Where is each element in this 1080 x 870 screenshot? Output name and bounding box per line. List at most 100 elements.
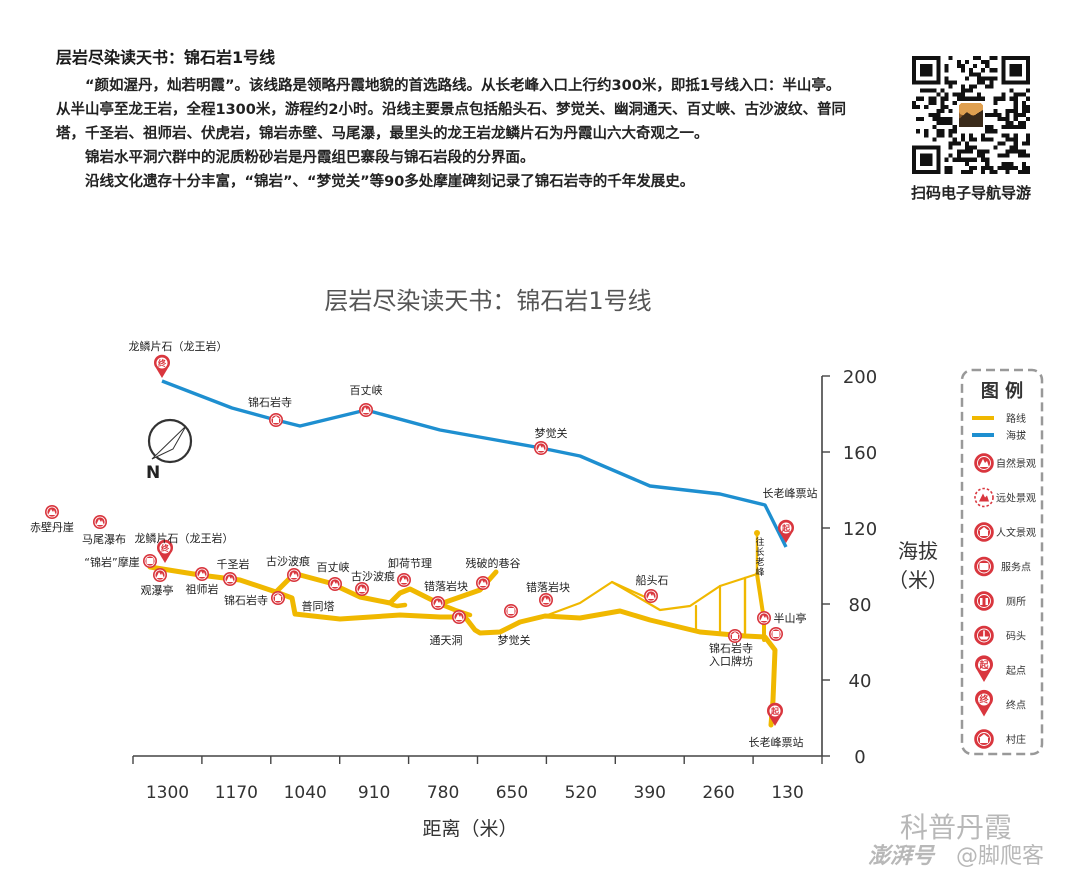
y-axis-ticks: 0 40 80 120 160 200 xyxy=(822,367,877,768)
y-tick-label: 160 xyxy=(843,443,877,464)
elevation-label-baizhang: 百丈峡 xyxy=(350,383,383,397)
y-tick-label: 80 xyxy=(849,595,872,616)
legend-label: 人文景观 xyxy=(996,526,1036,539)
qr-code-graphic xyxy=(912,56,1030,174)
natural-marker-icon xyxy=(223,572,237,586)
intro-paragraph: 锦岩水平洞穴群中的泥质粉砂岩是丹霞组巴寨段与锦石岩段的分界面。 xyxy=(85,150,535,166)
svg-text:终: 终 xyxy=(160,543,170,553)
legend-item: 服务点 xyxy=(974,556,1031,577)
elevation-label-temple: 锦石岩寺 xyxy=(248,395,292,409)
route-label-banshan: 半山亭 xyxy=(774,611,807,625)
start-pin-icon: 起 xyxy=(777,519,794,543)
service-marker-icon xyxy=(769,627,783,641)
elevation-label-changlao: 长老峰票站 xyxy=(763,486,818,500)
x-tick-label: 390 xyxy=(634,783,666,803)
x-tick-label: 780 xyxy=(427,783,459,803)
intro-title: 层岩尽染读天书：锦石岩1号线 xyxy=(56,48,276,67)
natural-marker-icon xyxy=(757,611,771,625)
temple-marker-icon xyxy=(269,413,283,427)
legend-label: 厕所 xyxy=(1006,596,1026,608)
route-branch-end xyxy=(754,530,760,536)
intro-paragraph: “颜如渥丹，灿若明霞”。该线路是领略丹霞地貌的首选路线。从长老峰入口上行约300… xyxy=(56,78,846,142)
natural-marker-icon xyxy=(397,573,411,587)
compass-north-label: N xyxy=(146,463,160,483)
watermark-author: @脚爬客 xyxy=(956,844,1045,869)
qr-code[interactable] xyxy=(912,56,1030,174)
diagram-title: 层岩尽染读天书：锦石岩1号线 xyxy=(324,287,651,315)
legend-item: 人文景观 xyxy=(974,522,1036,542)
temple-marker-icon xyxy=(271,591,285,605)
route-label-maweipubu: 马尾瀑布 xyxy=(82,533,126,546)
x-tick-label: 260 xyxy=(702,783,734,803)
y-tick-label: 40 xyxy=(849,671,872,692)
x-tick-label: 910 xyxy=(358,783,390,803)
intro-section: 层岩尽染读天书：锦石岩1号线 “颜如渥丹，灿若明霞”。该线路是领略丹霞地貌的首选… xyxy=(56,44,846,194)
svg-text:终: 终 xyxy=(157,358,167,368)
x-tick-label: 650 xyxy=(496,783,528,803)
legend-title: 图 例 xyxy=(981,380,1023,402)
legend-label: 服务点 xyxy=(1001,561,1031,574)
svg-text:终: 终 xyxy=(978,694,989,706)
elevation-labels: 龙鳞片石（龙王岩） 锦石岩寺 百丈峡 梦觉关 长老峰票站 xyxy=(129,339,818,500)
svg-text:起: 起 xyxy=(781,523,791,533)
route-label-cuoluo1: 错落岩块 xyxy=(424,579,468,593)
route-label-xiehe: 卸荷节理 xyxy=(388,556,432,570)
natural-marker-icon xyxy=(644,589,658,603)
route-label-dragon: 龙鳞片石（龙王岩） xyxy=(135,531,234,545)
legend-item: 终 终点 xyxy=(975,689,1026,717)
natural-marker-icon xyxy=(328,577,342,591)
route-label-putong: 普同塔 xyxy=(302,599,335,613)
legend-label: 终点 xyxy=(1006,699,1026,712)
natural-marker-icon xyxy=(45,505,59,519)
watermark-brand-text: 科普丹霞 xyxy=(900,811,1013,844)
route-labels: 赤壁丹崖 马尾瀑布 龙鳞片石（龙王岩） “锦岩”摩崖 观瀑亭 祖师岩 千圣岩 锦… xyxy=(30,520,807,749)
x-tick-label: 1040 xyxy=(284,783,327,803)
temple-marker-icon xyxy=(728,629,742,643)
legend-item: 码头 xyxy=(974,625,1026,646)
legend-label: 自然景观 xyxy=(996,457,1036,470)
route-label-tongtian: 通天洞 xyxy=(430,634,463,647)
legend-label: 远处景观 xyxy=(996,493,1036,505)
qr-section: 扫码电子导航导游 xyxy=(896,56,1046,203)
natural-marker-icon xyxy=(195,567,209,581)
natural-marker-icon xyxy=(539,593,553,607)
compass-icon: N xyxy=(146,418,193,483)
x-axis-ticks: 1300 1170 1040 910 780 650 520 390 260 130 xyxy=(132,756,823,803)
route-label-gusha: 古沙波痕 xyxy=(266,554,310,568)
route-label-cuoluo2: 错落岩块 xyxy=(526,580,570,594)
svg-text:往: 往 xyxy=(755,536,764,548)
svg-text:起: 起 xyxy=(978,659,989,671)
x-tick-label: 1300 xyxy=(146,783,189,803)
natural-marker-icon xyxy=(153,568,167,582)
natural-marker-icon xyxy=(534,441,548,455)
route-label-mengjue: 梦觉关 xyxy=(498,633,531,647)
end-pin-icon: 终 xyxy=(153,354,170,378)
route-label-chuantou: 船头石 xyxy=(636,573,669,587)
svg-text:锦石岩寺: 锦石岩寺 xyxy=(709,641,753,655)
x-axis-label: 距离（米） xyxy=(422,818,517,840)
y-axis-unit: （米） xyxy=(888,568,948,592)
service-marker-icon xyxy=(504,604,518,618)
legend-item: 村庄 xyxy=(974,729,1026,749)
legend-item: 起起点 xyxy=(975,655,1026,682)
route-label-zushi: 祖师岩 xyxy=(186,582,219,596)
x-tick-label: 1170 xyxy=(215,783,258,803)
natural-marker-icon xyxy=(452,610,466,624)
svg-text:起: 起 xyxy=(770,706,780,716)
natural-marker-icon xyxy=(93,515,107,529)
legend-item: 远处景观 xyxy=(974,487,1036,508)
y-tick-label: 0 xyxy=(854,747,865,768)
legend-label: 路线 xyxy=(1006,412,1026,425)
end-pin-icon: 终 xyxy=(156,539,173,563)
route-label-gusha2: 古沙波痕 xyxy=(351,569,395,583)
natural-marker-icon xyxy=(355,582,369,596)
svg-text:峰: 峰 xyxy=(755,567,764,578)
elevation-line xyxy=(161,379,788,548)
intro-paragraph: 沿线文化遗存十分丰富，“锦岩”、“梦觉关”等90多处摩崖碑刻记录了锦石岩寺的千年… xyxy=(85,174,695,190)
x-tick-label: 130 xyxy=(771,783,803,803)
